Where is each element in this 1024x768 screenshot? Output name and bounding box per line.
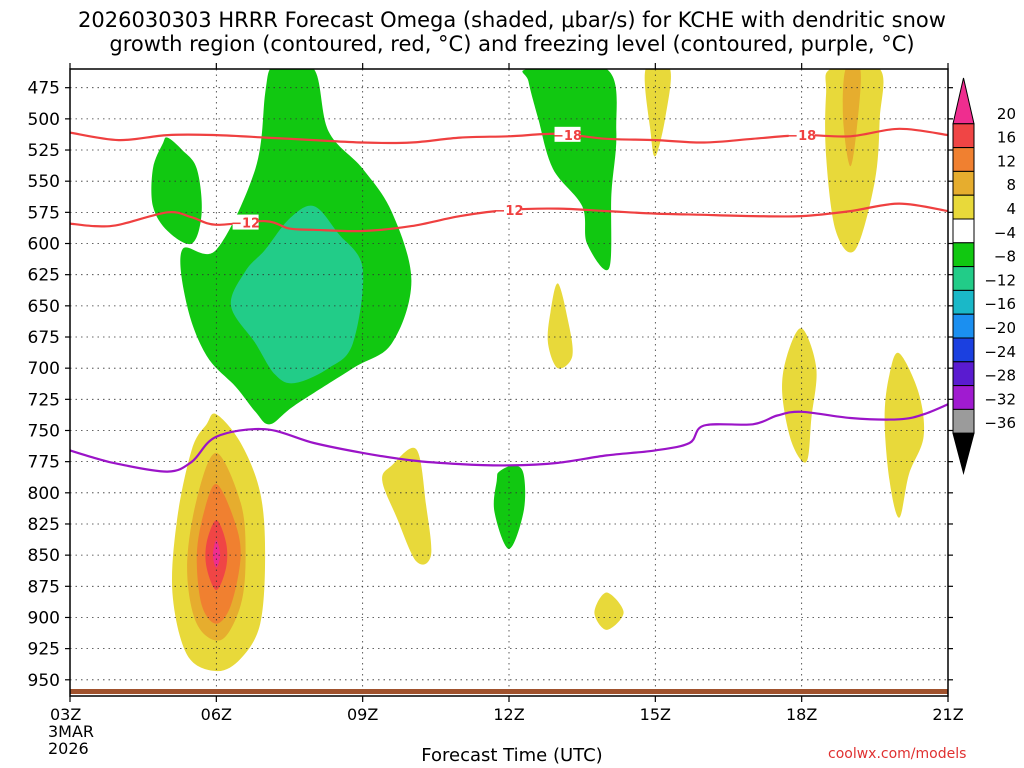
chart-title-line-1: 2026030303 HRRR Forecast Omega (shaded, … bbox=[78, 8, 946, 32]
y-tick-label: 475 bbox=[28, 79, 60, 99]
contour-label-bg bbox=[788, 127, 815, 143]
y-tick-label: 950 bbox=[28, 671, 60, 691]
colorbar-top-triangle bbox=[952, 77, 975, 125]
colorbar-segment bbox=[952, 385, 975, 410]
omega-region-2-level--8 bbox=[522, 69, 617, 271]
y-tick-label: 725 bbox=[28, 390, 60, 410]
colorbar-segment bbox=[952, 194, 975, 220]
colorbar-label: −8 bbox=[994, 248, 1016, 266]
omega-region-17-level-4 bbox=[884, 352, 925, 518]
colorbar-segment bbox=[952, 218, 975, 244]
contour-lines: −12 −12 −18 −18 bbox=[70, 126, 948, 473]
colorbar-segment bbox=[952, 170, 975, 196]
grid-lines bbox=[70, 69, 948, 696]
omega-shaded-regions bbox=[151, 69, 925, 672]
y-tick-label: 775 bbox=[28, 453, 60, 473]
colorbar-segment bbox=[952, 289, 975, 315]
colorbar-legend: 20 16 12 8 4 −4 −8 −12 −16 −20 −24 −28 −32 −36 bbox=[952, 77, 1016, 475]
y-tick-label: 550 bbox=[28, 172, 60, 192]
y-tick-label: 675 bbox=[28, 328, 60, 348]
colorbar-label: −24 bbox=[984, 343, 1016, 361]
omega-region-11-level-4 bbox=[547, 283, 573, 369]
x-tick-label: 12Z bbox=[493, 705, 524, 724]
colorbar-label: 20 bbox=[997, 105, 1016, 123]
x-tick-label: 18Z bbox=[786, 705, 817, 724]
colorbar-segment bbox=[952, 313, 975, 339]
colorbar-segment bbox=[952, 242, 975, 268]
contour-line-dendritic_minus12 bbox=[70, 202, 948, 233]
omega-region-12-level-4 bbox=[594, 592, 624, 630]
x-tick-label: 15Z bbox=[640, 705, 671, 724]
colorbar-segment bbox=[952, 361, 975, 387]
chart-title-line-2: growth region (contoured, red, °C) and f… bbox=[109, 32, 915, 56]
colorbar-label: 4 bbox=[1006, 200, 1016, 218]
y-tick-label: 575 bbox=[28, 203, 60, 223]
omega-region-16-level-8 bbox=[842, 69, 861, 167]
colorbar-segment bbox=[952, 147, 975, 172]
x-year-label: 2026 bbox=[48, 739, 89, 758]
x-tick-label: 21Z bbox=[932, 705, 963, 724]
colorbar-label: −12 bbox=[984, 271, 1016, 289]
colorbar-label: −20 bbox=[984, 319, 1016, 337]
omega-region-4-level--12 bbox=[230, 205, 364, 384]
contour-label-bg bbox=[496, 201, 522, 217]
x-tick-label: 03Z bbox=[50, 705, 81, 724]
x-tick-label: 06Z bbox=[201, 705, 232, 724]
ground-terrain-bar bbox=[70, 689, 948, 694]
contour-label-bg bbox=[554, 126, 581, 142]
colorbar-label: −36 bbox=[984, 414, 1016, 432]
colorbar-segment bbox=[952, 408, 975, 434]
y-tick-label: 825 bbox=[28, 515, 60, 535]
y-tick-label: 925 bbox=[28, 640, 60, 660]
colorbar-segment bbox=[952, 266, 975, 291]
contour-label-dendritic_minus12: −12 bbox=[231, 217, 260, 232]
colorbar-label: 16 bbox=[997, 129, 1016, 147]
colorbar-segment bbox=[952, 337, 975, 363]
x-date-label: 3MAR bbox=[48, 722, 94, 741]
contour-line-freezing_level_0 bbox=[70, 403, 948, 473]
omega-region-10-level-4 bbox=[382, 447, 432, 565]
y-tick-label: 800 bbox=[28, 484, 60, 504]
omega-region-3-level--8 bbox=[493, 465, 526, 549]
credit-text: coolwx.com/models bbox=[828, 746, 967, 762]
y-tick-label: 850 bbox=[28, 546, 60, 566]
contour-label-dendritic_minus18: −18 bbox=[553, 129, 582, 144]
colorbar-label: −28 bbox=[984, 367, 1016, 385]
colorbar-label: 12 bbox=[997, 152, 1016, 170]
x-tick-label: 09Z bbox=[347, 705, 378, 724]
colorbar-bottom-triangle bbox=[952, 432, 975, 475]
y-tick-label: 875 bbox=[28, 577, 60, 597]
y-tick-label: 625 bbox=[28, 266, 60, 286]
colorbar-label: −4 bbox=[994, 224, 1016, 242]
colorbar-label: −16 bbox=[984, 295, 1016, 313]
omega-region-14-level-4 bbox=[782, 328, 817, 463]
colorbar-label: −32 bbox=[984, 390, 1016, 408]
contour-label-bg bbox=[232, 214, 259, 230]
y-tick-label: 700 bbox=[28, 359, 60, 379]
y-tick-label: 900 bbox=[28, 608, 60, 628]
contour-label-dendritic_minus18: −18 bbox=[787, 129, 816, 144]
y-tick-label: 600 bbox=[28, 235, 60, 255]
omega-region-13-level-4 bbox=[644, 69, 671, 157]
y-tick-label: 650 bbox=[28, 297, 60, 317]
x-axis-title: Forecast Time (UTC) bbox=[421, 745, 603, 766]
y-tick-label: 500 bbox=[28, 110, 60, 130]
colorbar-label: 8 bbox=[1006, 176, 1016, 194]
y-tick-label: 525 bbox=[28, 141, 60, 161]
y-axis: 475 500 525 550 575 600 625 650 675 700 725 750 775 8… bbox=[28, 79, 953, 691]
omega-region-15-level-4 bbox=[825, 69, 884, 253]
y-tick-label: 750 bbox=[28, 421, 60, 441]
contour-label-dendritic_minus12: −12 bbox=[495, 204, 524, 219]
colorbar-segment bbox=[952, 123, 975, 149]
